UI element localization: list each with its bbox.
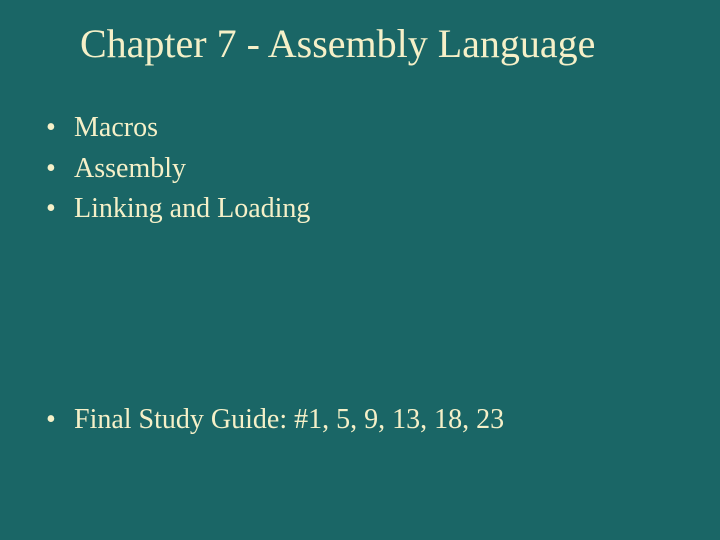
list-item: Assembly	[40, 149, 680, 190]
list-item: Macros	[40, 108, 680, 149]
list-item: Final Study Guide: #1, 5, 9, 13, 18, 23	[40, 400, 680, 441]
bullet-list-bottom: Final Study Guide: #1, 5, 9, 13, 18, 23	[40, 400, 680, 441]
slide: Chapter 7 - Assembly Language Macros Ass…	[0, 0, 720, 540]
list-item: Linking and Loading	[40, 189, 680, 230]
bullet-list-top: Macros Assembly Linking and Loading	[40, 108, 680, 230]
spacer	[60, 230, 680, 400]
slide-title: Chapter 7 - Assembly Language	[80, 20, 680, 68]
